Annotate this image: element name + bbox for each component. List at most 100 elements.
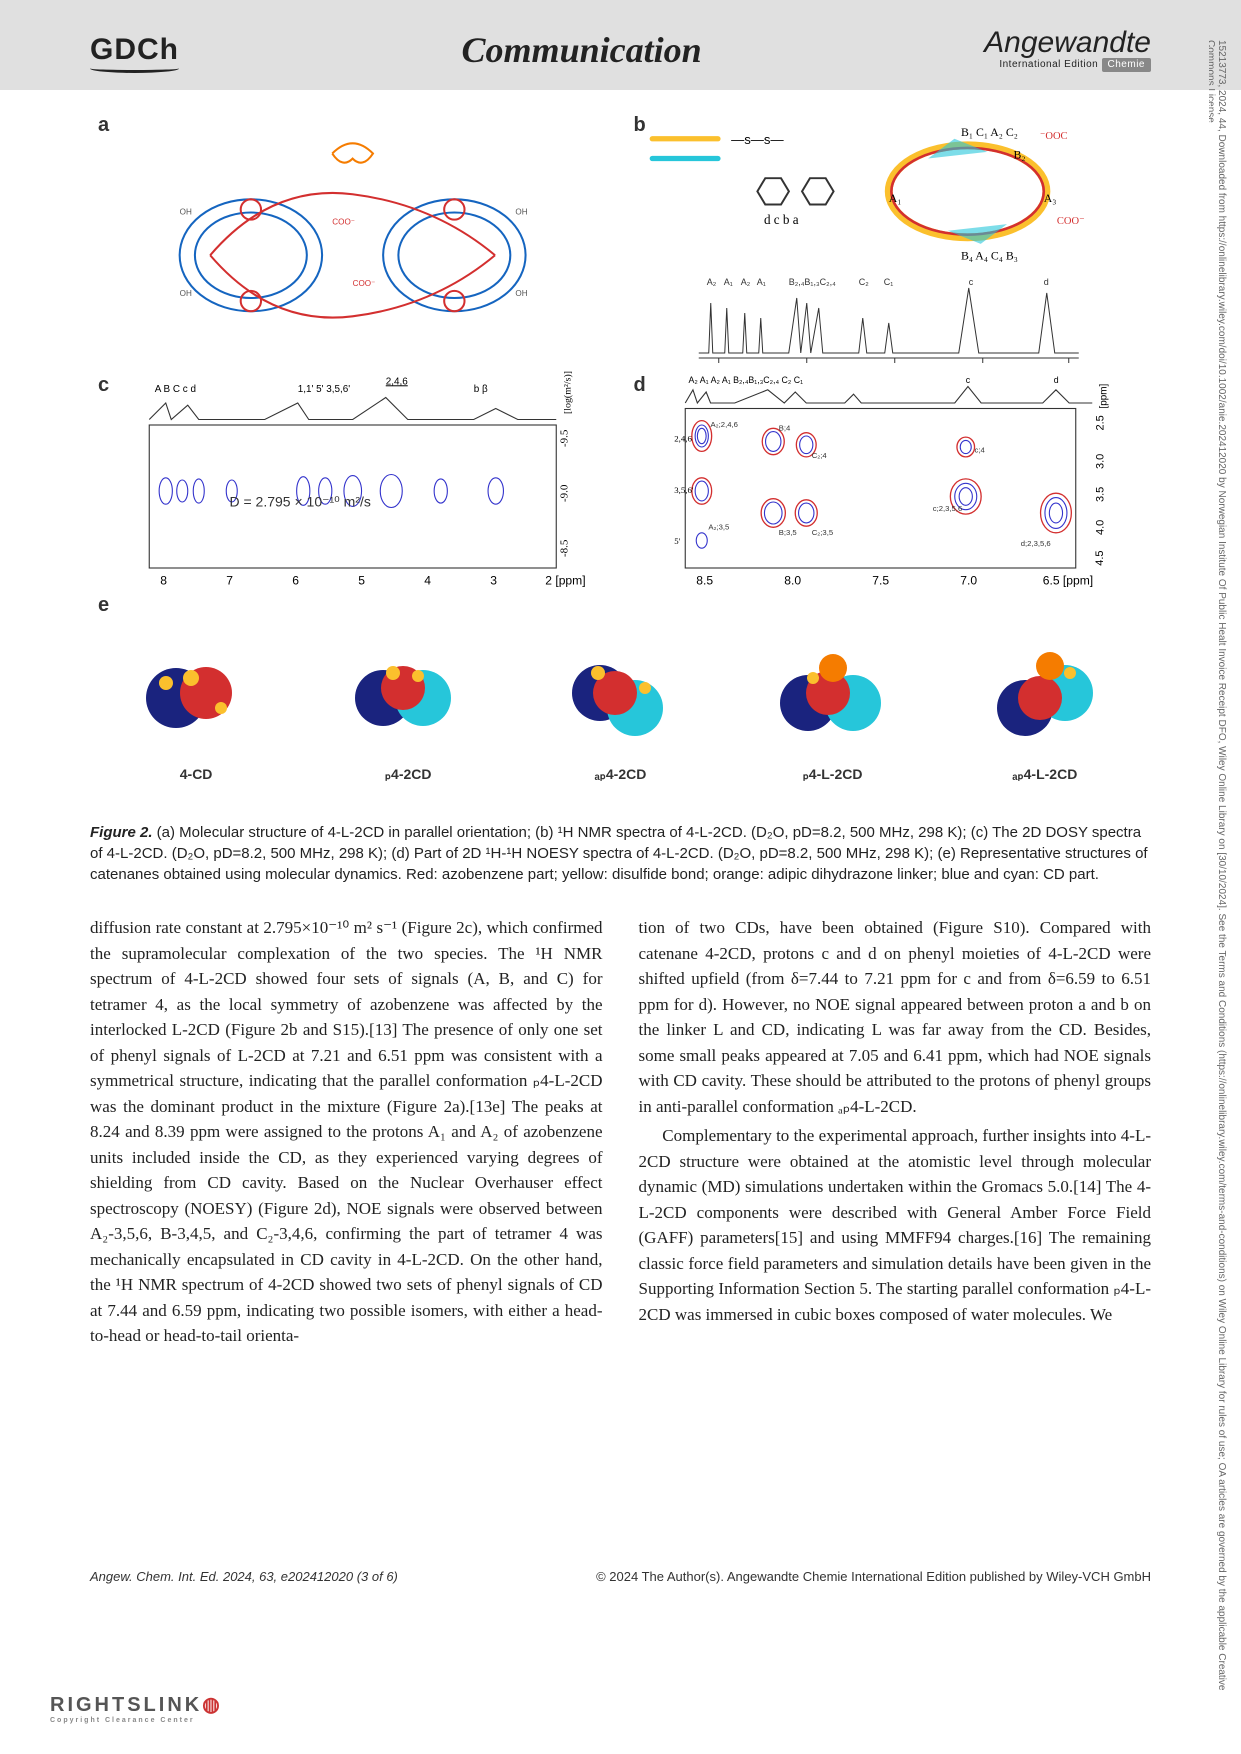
svg-text:-9.0: -9.0 [558,484,570,502]
dosy-diffusion-value: D = 2.795 × 10⁻¹⁰ m²/s [229,494,370,511]
svg-text:C₂;4: C₂;4 [811,451,827,460]
svg-text:b β: b β [474,384,488,395]
svg-text:C₁: C₁ [883,277,893,287]
svg-text:d c b a: d c b a [763,212,798,227]
svg-text:d: d [1043,277,1048,287]
svg-text:A₁: A₁ [888,191,901,205]
svg-text:3.0: 3.0 [1094,454,1106,469]
svg-text:1,1' 5' 3,5,6': 1,1' 5' 3,5,6' [298,384,351,395]
rightslink-logo: RIGHTSLINK◍ Copyright Clearance Center [50,1692,223,1724]
svg-text:-8.5: -8.5 [558,539,570,557]
svg-text:6: 6 [292,574,299,588]
svg-text:3.5: 3.5 [1094,487,1106,502]
svg-text:7: 7 [226,574,233,588]
panel-b-label: b [634,114,646,137]
svg-text:A₂: A₂ [706,277,716,287]
svg-text:A₂: A₂ [740,277,750,287]
figure-panel-e: e 4-CD ₚ4-2CD [90,590,1151,810]
svg-text:A B C c d: A B C c d [155,384,196,395]
svg-text:5': 5' [674,536,680,546]
footer-copyright: © 2024 The Author(s). Angewandte Chemie … [596,1569,1151,1584]
body-paragraph-2: tion of two CDs, have been obtained (Fig… [639,915,1152,1119]
svg-text:C₂;3,5: C₂;3,5 [811,528,832,537]
figure-2: a [90,110,1151,810]
svg-text:c;4: c;4 [974,446,985,455]
page: GDCh Communication Angewandte Internatio… [0,0,1241,1754]
svg-text:8.5: 8.5 [696,574,713,588]
svg-text:B₂,₄B₁,₃C₂,₄: B₂,₄B₁,₃C₂,₄ [788,277,835,287]
panel-e-label: e [98,594,109,617]
svg-text:A₃: A₃ [1043,191,1056,205]
svg-text:3,5,6': 3,5,6' [674,485,694,495]
svg-text:d;2,3,5,6: d;2,3,5,6 [1020,539,1050,548]
svg-text:-9.5: -9.5 [558,429,570,447]
body-text: diffusion rate constant at 2.795×10⁻¹⁰ m… [90,915,1151,1349]
svg-text:OH: OH [516,289,528,298]
svg-text:5: 5 [358,574,365,588]
license-side-text: 15213773, 2024, 44, Downloaded from http… [1209,40,1227,1714]
footer-citation: Angew. Chem. Int. Ed. 2024, 63, e2024120… [90,1569,398,1584]
logo-chemie: Chemie [1102,58,1151,72]
svg-text:[ppm]: [ppm] [1098,384,1109,409]
svg-text:B₁ C₁ A₂ C₂: B₁ C₁ A₂ C₂ [961,125,1018,139]
svg-text:4.0: 4.0 [1094,520,1106,535]
figure-panel-a: a [90,110,616,370]
svg-text:B;4: B;4 [778,424,790,433]
svg-text:B₂: B₂ [1013,147,1025,161]
svg-text:c: c [968,277,973,287]
rightslink-sub: Copyright Clearance Center [50,1717,223,1724]
panel-c-label: c [98,374,109,397]
page-header: GDCh Communication Angewandte Internatio… [0,0,1241,90]
svg-text:A₁: A₁ [756,277,765,287]
svg-text:3: 3 [490,574,497,588]
svg-text:4.5: 4.5 [1094,551,1106,566]
svg-text:OH: OH [516,208,528,217]
svg-text:7.0: 7.0 [960,574,977,588]
panel-a-label: a [98,114,109,137]
catenane-4cd: 4-CD [126,638,266,782]
figure-panel-d: d A₂ A₁ A₂ A₁ B₂,₄B₁,₃C₂,₄ C₂ C₁ cd [626,370,1152,590]
catenane-p4l2cd: ₚ4-L-2CD [763,638,903,783]
figure-panel-b: b —s—s— d c b a [626,110,1152,370]
gdch-logo: GDCh [90,33,179,67]
catenane-ap4-2cd: ₐₚ4-2CD [550,638,690,783]
svg-text:B;3,5: B;3,5 [778,528,796,537]
logo-sub: International Edition Chemie [984,58,1151,72]
svg-text:C₂: C₂ [858,277,868,287]
svg-text:4: 4 [424,574,431,588]
svg-text:7.5: 7.5 [872,574,889,588]
svg-text:c;2,3,5,6: c;2,3,5,6 [932,504,962,513]
molecular-structure-drawing: OH OH OH OH COO⁻ COO⁻ [103,123,602,357]
svg-text:6.5 [ppm]: 6.5 [ppm] [1042,574,1092,588]
catenane-ap4l2cd: ₐₚ4-L-2CD [975,638,1115,783]
svg-text:OH: OH [180,208,192,217]
caption-text: (a) Molecular structure of 4-L-2CD in pa… [90,824,1148,883]
svg-text:8: 8 [160,574,167,588]
svg-text:A₂;3,5: A₂;3,5 [708,523,729,532]
figure-panel-c: c A B C c d 1,1' 5' 3,5,6' 2,4,6 b β [90,370,616,590]
angewandte-logo: Angewandte International Edition Chemie [984,28,1151,72]
logo-main: Angewandte [984,26,1151,59]
rightslink-knot-icon: ◍ [202,1694,222,1716]
svg-text:2.5: 2.5 [1094,415,1106,430]
svg-text:COO⁻: COO⁻ [353,279,376,288]
svg-text:COO⁻: COO⁻ [332,218,355,227]
svg-text:A₁: A₁ [723,277,732,287]
article-type-title: Communication [462,29,702,71]
body-paragraph-3: Complementary to the experimental approa… [639,1123,1152,1327]
svg-text:8.0: 8.0 [784,574,801,588]
figure-2-caption: Figure 2. (a) Molecular structure of 4-L… [90,822,1151,885]
svg-text:A₂;2,4,6: A₂;2,4,6 [710,420,737,429]
svg-text:[log(m²/s)]: [log(m²/s)] [563,371,574,414]
svg-text:⁻OOC: ⁻OOC [1039,131,1067,142]
page-footer: Angew. Chem. Int. Ed. 2024, 63, e2024120… [90,1569,1151,1584]
panel-b-spectrum: A₂ A₁ A₂ A₁ B₂,₄B₁,₃C₂,₄ C₂ C₁ c d [626,273,1152,373]
svg-text:2,4,6: 2,4,6 [674,434,692,444]
svg-text:—s—s—: —s—s— [731,132,784,147]
svg-text:d: d [1053,375,1058,385]
svg-text:COO⁻: COO⁻ [1056,216,1084,227]
svg-text:B₄ A₄ C₄ B₃: B₄ A₄ C₄ B₃ [961,249,1018,263]
catenane-p4-2cd: ₚ4-2CD [338,638,478,783]
svg-text:c: c [965,375,970,385]
svg-text:OH: OH [180,289,192,298]
